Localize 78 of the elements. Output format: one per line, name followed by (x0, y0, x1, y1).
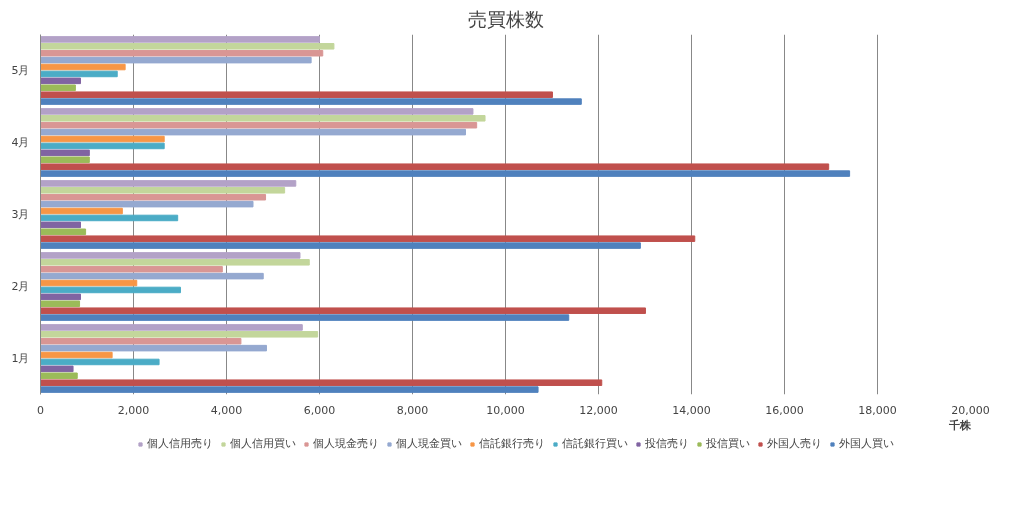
legend-label: 外国人売り (767, 436, 822, 451)
bar (40, 259, 310, 266)
bar (40, 63, 126, 71)
bar (40, 279, 138, 287)
x-tick-label: 4,000 (210, 403, 243, 417)
bar (40, 324, 303, 331)
x-tick-label: 20,000 (951, 403, 990, 417)
bar (40, 98, 582, 105)
x-tick-label: 6,000 (303, 403, 336, 417)
y-tick-label: 5月 (11, 64, 30, 77)
bar (40, 300, 81, 308)
bar (40, 128, 467, 136)
y-tick-label: 4月 (11, 136, 30, 149)
bar (40, 386, 539, 393)
legend-label: 外国人買い (839, 436, 894, 451)
y-tick-label: 1月 (11, 352, 30, 365)
bar (40, 337, 242, 345)
bar (40, 372, 78, 380)
bar (40, 221, 81, 229)
bar (40, 163, 830, 170)
bar (40, 108, 474, 115)
x-tick-label: 16,000 (765, 403, 804, 417)
x-tick-label: 2,000 (117, 403, 150, 417)
legend-label: 信託銀行買い (562, 436, 628, 451)
x-tick-label: 10,000 (486, 403, 525, 417)
bar (40, 365, 74, 373)
bar (40, 180, 297, 187)
bar (40, 91, 553, 98)
bar (40, 242, 641, 249)
bar (40, 351, 113, 359)
x-tick-label: 0 (37, 403, 44, 417)
x-tick-label: 14,000 (672, 403, 711, 417)
bar (40, 56, 312, 64)
legend-label: 個人信用買い (230, 436, 296, 451)
bar (40, 36, 320, 43)
bar (40, 149, 90, 157)
legend-label: 投信売り (645, 436, 689, 451)
bar (40, 265, 223, 273)
bar (40, 77, 81, 85)
bar (40, 379, 603, 386)
bar (40, 135, 165, 143)
bar (40, 70, 118, 78)
bar (40, 200, 254, 208)
y-tick-label: 3月 (11, 208, 30, 221)
x-tick-label: 12,000 (579, 403, 618, 417)
bar (40, 142, 165, 150)
bar (40, 344, 267, 352)
bar (40, 307, 646, 314)
legend-label: 信託銀行売り (479, 436, 545, 451)
legend-label: 個人現金買い (396, 436, 462, 451)
bar (40, 252, 301, 259)
legend-label: 投信買い (706, 436, 750, 451)
legend-label: 個人現金売り (313, 436, 379, 451)
bar (40, 170, 851, 177)
text: 千株 (947, 418, 972, 432)
bar (40, 121, 478, 129)
bar (40, 187, 286, 194)
bar (40, 358, 160, 366)
bar (40, 84, 76, 92)
bar (40, 286, 181, 294)
bar (40, 214, 179, 222)
bar (40, 228, 87, 236)
chart-title: 売買株数 (467, 7, 544, 30)
bar (40, 43, 335, 50)
bar (40, 115, 486, 122)
legend-label: 個人信用売り (147, 436, 213, 451)
y-tick-label: 2月 (11, 280, 30, 293)
bar (40, 49, 324, 57)
bar (40, 156, 90, 164)
bar (40, 314, 570, 321)
bar (40, 331, 319, 338)
bar (40, 235, 696, 242)
x-tick-label: 8,000 (396, 403, 429, 417)
bar (40, 207, 123, 215)
bar (40, 293, 81, 301)
bar (40, 272, 264, 280)
x-tick-label: 18,000 (858, 403, 897, 417)
bar (40, 193, 267, 201)
